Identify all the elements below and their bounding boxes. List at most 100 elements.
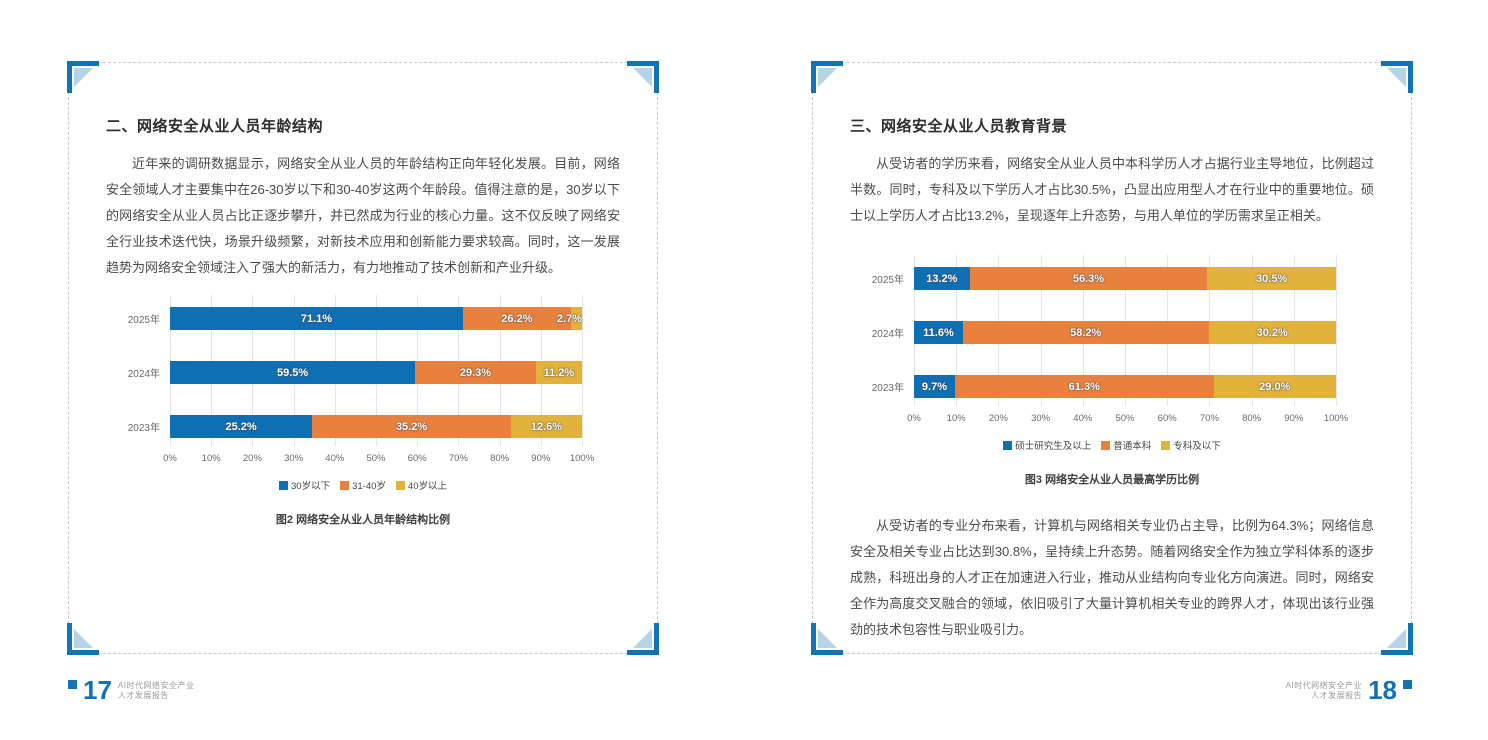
bar-segment-普通本科: 56.3% (969, 267, 1208, 290)
legend-swatch-icon (1003, 440, 1013, 450)
stacked-bar: 71.1% 26.2% 2.7% (170, 307, 582, 330)
axis-tick-label: 100% (569, 453, 595, 464)
figure-3-caption: 图3 网络安全从业人员最高学历比例 (1024, 474, 1200, 486)
chart-legend: 硕士研究生及以上 普通本科 专科及以下 (850, 438, 1374, 452)
corner-bracket-top-right-icon (627, 61, 659, 93)
corner-bracket-top-right-icon (1381, 61, 1413, 93)
gridline (1336, 255, 1337, 406)
category-label: 2024年 (127, 369, 160, 380)
axis-tick-label: 60% (1157, 413, 1177, 424)
corner-bracket-bottom-left-icon (811, 623, 843, 655)
category-label: 2025年 (871, 275, 904, 286)
axis-tick-label: 70% (448, 453, 468, 464)
axis-tick-label: 30% (284, 453, 304, 464)
bar-segment-40岁以上: 2.7% (557, 307, 582, 330)
chart-plot-area: 2025年 71.1% 26.2% 2.7% 2024年 59.5% 29.3% 11.2% 2… (106, 295, 583, 446)
legend-swatch-icon (340, 480, 350, 490)
axis-tick-label: 0% (163, 453, 177, 464)
report-title-line2: 人才发展报告 (117, 691, 169, 700)
axis-tick-label: 20% (242, 453, 262, 464)
report-title: AI时代网络安全产业 人才发展报告 (1286, 677, 1363, 701)
bar-value-label: 35.2% (395, 420, 428, 433)
bar-value-label: 56.3% (1072, 272, 1105, 285)
page-18-content: 三、网络安全从业人员教育背景 从受访者的学历来看，网络安全从业人员中本科学历人才… (813, 115, 1411, 643)
corner-bracket-bottom-right-icon (627, 623, 659, 655)
bar-value-label: 26.2% (501, 312, 533, 325)
stacked-bar: 13.2% 56.3% 30.5% (914, 267, 1336, 290)
report-title: AI时代网络安全产业 人才发展报告 (118, 677, 195, 701)
chart-row-2024年: 2024年 11.6% 58.2% 30.2% (850, 321, 1336, 344)
axis-tick-label: 70% (1199, 413, 1219, 424)
stacked-bar: 59.5% 29.3% 11.2% (170, 361, 582, 384)
bar-value-label: 61.3% (1068, 380, 1100, 393)
bar-value-label: 11.2% (543, 366, 575, 379)
category-label: 2024年 (871, 329, 904, 340)
axis-tick-label: 100% (1323, 413, 1349, 424)
axis-tick-label: 10% (201, 453, 221, 464)
legend-item-40岁以上: 40岁以上 (395, 478, 447, 492)
bar-value-label: 2.7% (556, 312, 582, 325)
page-number: 18 (1368, 675, 1397, 705)
legend-item-31-40岁: 31-40岁 (340, 478, 386, 492)
bar-value-label: 12.6% (530, 420, 563, 433)
report-title-line2: 人才发展报告 (1311, 691, 1363, 700)
stacked-bar: 11.6% 58.2% 30.2% (914, 321, 1336, 344)
bar-segment-30岁以下: 25.2% (170, 415, 313, 438)
stacked-bar: 25.2% 35.2% 12.6% (170, 415, 582, 438)
age-structure-paragraph: 近年来的调研数据显示，网络安全从业人员的年龄结构正向年轻化发展。目前，网络安全领… (106, 156, 620, 275)
legend-swatch-icon (279, 480, 289, 490)
axis-tick-label: 60% (407, 453, 427, 464)
legend-swatch-icon (395, 480, 405, 490)
chart-row-2024年: 2024年 59.5% 29.3% 11.2% (106, 361, 582, 384)
bar-segment-普通本科: 61.3% (954, 375, 1214, 398)
bar-value-label: 9.7% (921, 380, 947, 393)
legend-item-硕士研究生及以上: 硕士研究生及以上 (1003, 438, 1091, 452)
footer-square-icon (1403, 680, 1412, 689)
bar-value-label: 25.2% (225, 420, 257, 433)
axis-tick-label: 0% (907, 413, 921, 424)
bar-segment-30岁以下: 59.5% (170, 361, 416, 384)
chart-row-2023年: 2023年 9.7% 61.3% 29.0% (850, 375, 1336, 398)
footer-square-icon (68, 680, 77, 689)
axis-tick-label: 50% (1115, 413, 1135, 424)
chart-x-axis: 0% 10% 20% 30% 40% 50% 60% 70% 80% 90% 100% (907, 413, 1348, 427)
bar-segment-硕士研究生及以上: 9.7% (914, 375, 955, 398)
bar-segment-硕士研究生及以上: 11.6% (914, 321, 963, 344)
axis-tick-label: 90% (531, 453, 551, 464)
category-label: 2023年 (871, 383, 904, 394)
stacked-bar: 9.7% 61.3% 29.0% (914, 375, 1336, 398)
bar-value-label: 11.6% (923, 326, 954, 339)
bar-segment-31-40岁: 29.3% (415, 361, 536, 384)
axis-tick-label: 10% (946, 413, 966, 424)
education-background-paragraph: 从受访者的学历来看，网络安全从业人员中本科学历人才占据行业主导地位，比例超过半数… (850, 156, 1374, 223)
bar-value-label: 30.5% (1256, 272, 1288, 285)
bar-segment-硕士研究生及以上: 13.2% (914, 267, 970, 290)
chart-row-2025年: 2025年 13.2% 56.3% 30.5% (850, 267, 1336, 290)
axis-tick-label: 80% (490, 453, 510, 464)
chart-row-2023年: 2023年 25.2% 35.2% 12.6% (106, 415, 582, 438)
corner-bracket-bottom-left-icon (67, 623, 99, 655)
footer-page-17: 17 AI时代网络安全产业 人才发展报告 (68, 677, 194, 703)
footer-page-18: AI时代网络安全产业 人才发展报告 18 (1286, 677, 1412, 703)
age-structure-chart: 2025年 71.1% 26.2% 2.7% 2024年 59.5% 29.3% 11.2% 2… (106, 295, 620, 492)
section-title-age-structure: 二、网络安全从业人员年龄结构 (106, 118, 324, 135)
corner-bracket-bottom-right-icon (1381, 623, 1413, 655)
chart-plot-area: 2025年 13.2% 56.3% 30.5% 2024年 11.6% 58.2% 30.2%… (850, 255, 1337, 406)
page-17-content: 二、网络安全从业人员年龄结构 近年来的调研数据显示，网络安全从业人员的年龄结构正… (69, 115, 657, 527)
bar-segment-专科及以下: 30.2% (1208, 321, 1336, 344)
axis-tick-label: 20% (988, 413, 1008, 424)
report-title-line1: AI时代网络安全产业 (117, 681, 195, 690)
axis-tick-label: 40% (325, 453, 345, 464)
bar-segment-30岁以下: 71.1% (170, 307, 463, 330)
bar-segment-31-40岁: 26.2% (462, 307, 571, 330)
axis-tick-label: 50% (366, 453, 386, 464)
chart-row-2025年: 2025年 71.1% 26.2% 2.7% (106, 307, 582, 330)
bar-segment-40岁以上: 11.2% (535, 361, 582, 384)
bar-value-label: 29.0% (1259, 380, 1291, 393)
bar-value-label: 59.5% (276, 366, 309, 379)
bar-segment-31-40岁: 35.2% (312, 415, 511, 438)
gridline (582, 295, 583, 446)
corner-bracket-top-left-icon (811, 61, 843, 93)
bar-value-label: 71.1% (300, 312, 333, 325)
